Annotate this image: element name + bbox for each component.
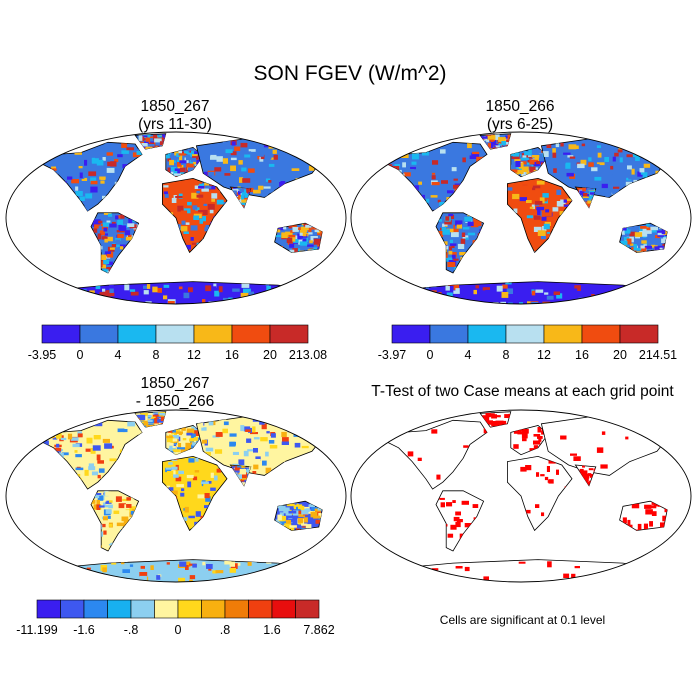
colorbar-tick-label: 0 <box>77 348 84 362</box>
colorbar-tick-label: -1.6 <box>73 623 95 637</box>
colorbar-tick-label: 8 <box>153 348 160 362</box>
colorbar-tick-label: 20 <box>263 348 277 362</box>
grid-cells-australia <box>620 223 668 253</box>
panel2-title-line1: 1850_266 <box>485 98 555 115</box>
colorbar-tick-label: -3.97 <box>378 348 407 362</box>
panel4-title-line1: T-Test of two Case means at each grid po… <box>371 383 674 400</box>
colorbar-box <box>60 599 85 619</box>
colorbar-tick-label: 12 <box>187 348 201 362</box>
colorbar-box <box>177 599 202 619</box>
figure-title: SON FGEV (W/m^2) <box>253 62 447 85</box>
panel3-title-line1: 1850_267 <box>140 375 210 392</box>
colorbar-box <box>154 599 179 619</box>
colorbar-tick-label: 4 <box>115 348 122 362</box>
map-panel-3 <box>5 409 347 583</box>
colorbar-tick-label: 4 <box>465 348 472 362</box>
colorbar-tick-label: -.8 <box>124 623 139 637</box>
colorbar-tick-label: 1.6 <box>263 623 280 637</box>
panel2-title-line2: (yrs 6-25) <box>486 116 554 133</box>
panel1-title: 1850_267 (yrs 11-30) <box>85 98 265 134</box>
colorbar-tick-label: 8 <box>503 348 510 362</box>
panel1-title-line2: (yrs 11-30) <box>138 116 212 133</box>
panel1-title-line1: 1850_267 <box>140 98 210 115</box>
map-boundary <box>350 131 692 305</box>
map-boundary <box>5 131 347 305</box>
colorbar-3: -11.199 -1.6 -.8 0 .8 1.6 7.862 <box>16 599 335 637</box>
map-boundary <box>5 409 347 583</box>
colorbar-tick-label: 12 <box>537 348 551 362</box>
colorbar-box <box>41 324 81 344</box>
panel4-title: T-Test of two Case means at each grid po… <box>350 383 695 401</box>
continent-namerica <box>384 141 488 212</box>
colorbar-box <box>36 599 61 619</box>
colorbar-2: -3.97 0 4 8 12 16 20 214.51 <box>378 324 677 362</box>
colorbar-box <box>224 599 249 619</box>
map-panel-2 <box>350 131 692 305</box>
significance-note: Cells are significant at 0.1 level <box>439 613 606 627</box>
colorbar-box <box>79 324 119 344</box>
colorbar-box <box>193 324 233 344</box>
colorbar-box <box>117 324 157 344</box>
colorbar-box <box>155 324 195 344</box>
panel3-title: 1850_267 - 1850_266 <box>85 375 265 411</box>
grid-cells-greenland <box>135 411 166 428</box>
map-land-layer <box>33 133 327 304</box>
map-land-layer <box>378 411 672 582</box>
colorbar-tick-label: 7.862 <box>303 623 334 637</box>
colorbar-box <box>201 599 226 619</box>
colorbar-box <box>248 599 273 619</box>
map-boundary <box>350 409 692 583</box>
colorbar-tick-label: 16 <box>225 348 239 362</box>
grid-cells-greenland <box>480 133 511 150</box>
colorbar-box <box>543 324 583 344</box>
colorbar-tick-label: 213.08 <box>289 348 327 362</box>
map-land-layer <box>33 411 327 582</box>
colorbar-box <box>295 599 320 619</box>
map-panel-4-ttest <box>350 409 692 583</box>
colorbar-tick-label: .8 <box>220 623 230 637</box>
colorbar-box <box>581 324 621 344</box>
colorbar-tick-label: 0 <box>427 348 434 362</box>
colorbar-tick-label: 16 <box>575 348 589 362</box>
panel3-title-line2: - 1850_266 <box>135 393 215 410</box>
colorbar-box <box>271 599 296 619</box>
colorbar-tick-label: 20 <box>613 348 627 362</box>
colorbar-tick-label: 0 <box>175 623 182 637</box>
panel2-title: 1850_266 (yrs 6-25) <box>430 98 610 134</box>
map-panel-1 <box>5 131 347 305</box>
continent-africa <box>506 455 573 532</box>
grid-cells-australia <box>275 501 323 531</box>
colorbar-box <box>107 599 132 619</box>
colorbar-tick-label: 214.51 <box>639 348 677 362</box>
colorbar-box <box>231 324 271 344</box>
colorbar-box <box>269 324 309 344</box>
colorbar-box <box>505 324 545 344</box>
colorbar-tick-label: -3.95 <box>28 348 57 362</box>
colorbar-1: -3.95 0 4 8 12 16 20 213.08 <box>28 324 327 362</box>
colorbar-box <box>467 324 507 344</box>
colorbar-box <box>130 599 155 619</box>
continent-namerica <box>384 419 488 490</box>
colorbar-box <box>83 599 108 619</box>
colorbar-box <box>429 324 469 344</box>
colorbar-tick-label: -11.199 <box>16 623 58 637</box>
colorbar-box <box>619 324 659 344</box>
colorbar-box <box>391 324 431 344</box>
